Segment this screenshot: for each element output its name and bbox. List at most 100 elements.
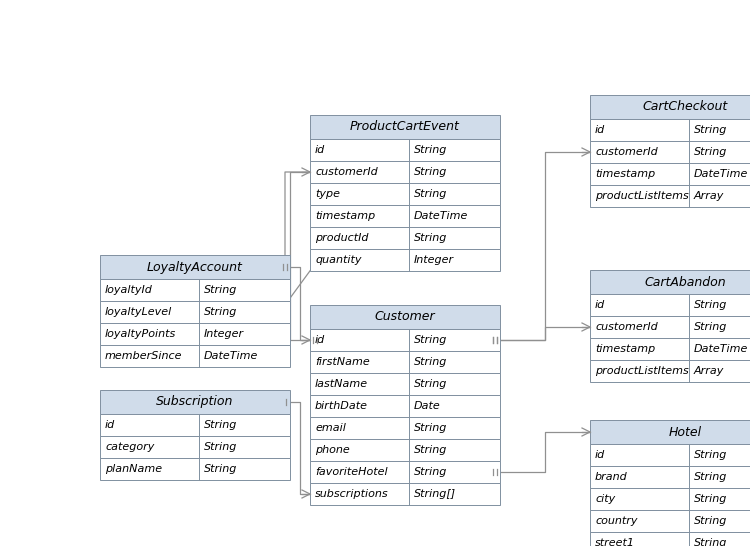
Text: customerId: customerId: [315, 167, 378, 177]
Text: Array: Array: [694, 191, 724, 201]
Text: String: String: [204, 442, 237, 452]
Text: String: String: [414, 189, 447, 199]
Bar: [310, 461, 500, 483]
Text: DateTime: DateTime: [414, 211, 468, 221]
Bar: [590, 488, 750, 510]
Bar: [310, 329, 500, 351]
Bar: [100, 323, 290, 345]
Text: phone: phone: [315, 445, 350, 455]
Text: String: String: [204, 307, 237, 317]
Text: id: id: [595, 300, 605, 310]
Text: street1: street1: [595, 538, 635, 546]
Text: String: String: [414, 445, 447, 455]
Text: String: String: [694, 472, 728, 482]
Text: id: id: [315, 145, 326, 155]
Bar: [310, 139, 500, 161]
Text: type: type: [315, 189, 340, 199]
Bar: [590, 444, 750, 466]
Bar: [590, 316, 750, 338]
Bar: [590, 119, 750, 141]
Text: timestamp: timestamp: [595, 344, 656, 354]
Text: productListItems: productListItems: [595, 366, 688, 376]
Text: quantity: quantity: [315, 255, 362, 265]
Text: loyaltyId: loyaltyId: [105, 285, 153, 295]
Text: category: category: [105, 442, 154, 452]
Bar: [310, 351, 500, 373]
Bar: [310, 115, 500, 139]
Text: String: String: [694, 322, 728, 332]
Text: DateTime: DateTime: [694, 344, 748, 354]
Bar: [100, 255, 290, 279]
Bar: [310, 305, 500, 329]
Text: String: String: [414, 467, 447, 477]
Text: timestamp: timestamp: [595, 169, 656, 179]
Bar: [100, 345, 290, 367]
Text: Subscription: Subscription: [156, 395, 234, 408]
Text: email: email: [315, 423, 346, 433]
Text: CartCheckout: CartCheckout: [642, 100, 728, 114]
Text: String: String: [414, 379, 447, 389]
Bar: [590, 360, 750, 382]
Text: String: String: [694, 125, 728, 135]
Text: String: String: [414, 167, 447, 177]
Bar: [590, 141, 750, 163]
Text: Integer: Integer: [204, 329, 244, 339]
Text: Hotel: Hotel: [668, 425, 701, 438]
Bar: [310, 483, 500, 505]
Text: planName: planName: [105, 464, 162, 474]
Bar: [310, 395, 500, 417]
Text: String: String: [694, 300, 728, 310]
Bar: [310, 161, 500, 183]
Bar: [590, 532, 750, 546]
Bar: [310, 183, 500, 205]
Text: DateTime: DateTime: [204, 351, 258, 361]
Text: String: String: [694, 147, 728, 157]
Bar: [590, 510, 750, 532]
Bar: [590, 270, 750, 294]
Text: timestamp: timestamp: [315, 211, 375, 221]
Bar: [590, 466, 750, 488]
Bar: [310, 227, 500, 249]
Text: String: String: [204, 420, 237, 430]
Bar: [310, 205, 500, 227]
Bar: [310, 249, 500, 271]
Bar: [590, 163, 750, 185]
Text: firstName: firstName: [315, 357, 370, 367]
Text: id: id: [105, 420, 116, 430]
Text: String: String: [414, 357, 447, 367]
Bar: [100, 458, 290, 480]
Text: city: city: [595, 494, 615, 504]
Text: lastName: lastName: [315, 379, 368, 389]
Bar: [100, 390, 290, 414]
Text: customerId: customerId: [595, 147, 658, 157]
Text: String: String: [694, 516, 728, 526]
Text: String: String: [694, 538, 728, 546]
Text: String[]: String[]: [414, 489, 456, 499]
Text: String: String: [204, 285, 237, 295]
Text: String: String: [414, 423, 447, 433]
Text: String: String: [414, 335, 447, 345]
Text: id: id: [595, 125, 605, 135]
Text: CartAbandon: CartAbandon: [644, 276, 726, 288]
Text: birthDate: birthDate: [315, 401, 368, 411]
Bar: [100, 414, 290, 436]
Text: String: String: [414, 233, 447, 243]
Text: id: id: [595, 450, 605, 460]
Text: String: String: [414, 145, 447, 155]
Text: Date: Date: [414, 401, 440, 411]
Text: DateTime: DateTime: [694, 169, 748, 179]
Text: productListItems: productListItems: [595, 191, 688, 201]
Text: Array: Array: [694, 366, 724, 376]
Text: Customer: Customer: [375, 311, 435, 323]
Text: favoriteHotel: favoriteHotel: [315, 467, 388, 477]
Text: brand: brand: [595, 472, 628, 482]
Bar: [590, 338, 750, 360]
Bar: [590, 420, 750, 444]
Text: subscriptions: subscriptions: [315, 489, 388, 499]
Text: Integer: Integer: [414, 255, 454, 265]
Text: String: String: [204, 464, 237, 474]
Bar: [100, 436, 290, 458]
Bar: [310, 373, 500, 395]
Text: ProductCartEvent: ProductCartEvent: [350, 121, 460, 134]
Bar: [590, 294, 750, 316]
